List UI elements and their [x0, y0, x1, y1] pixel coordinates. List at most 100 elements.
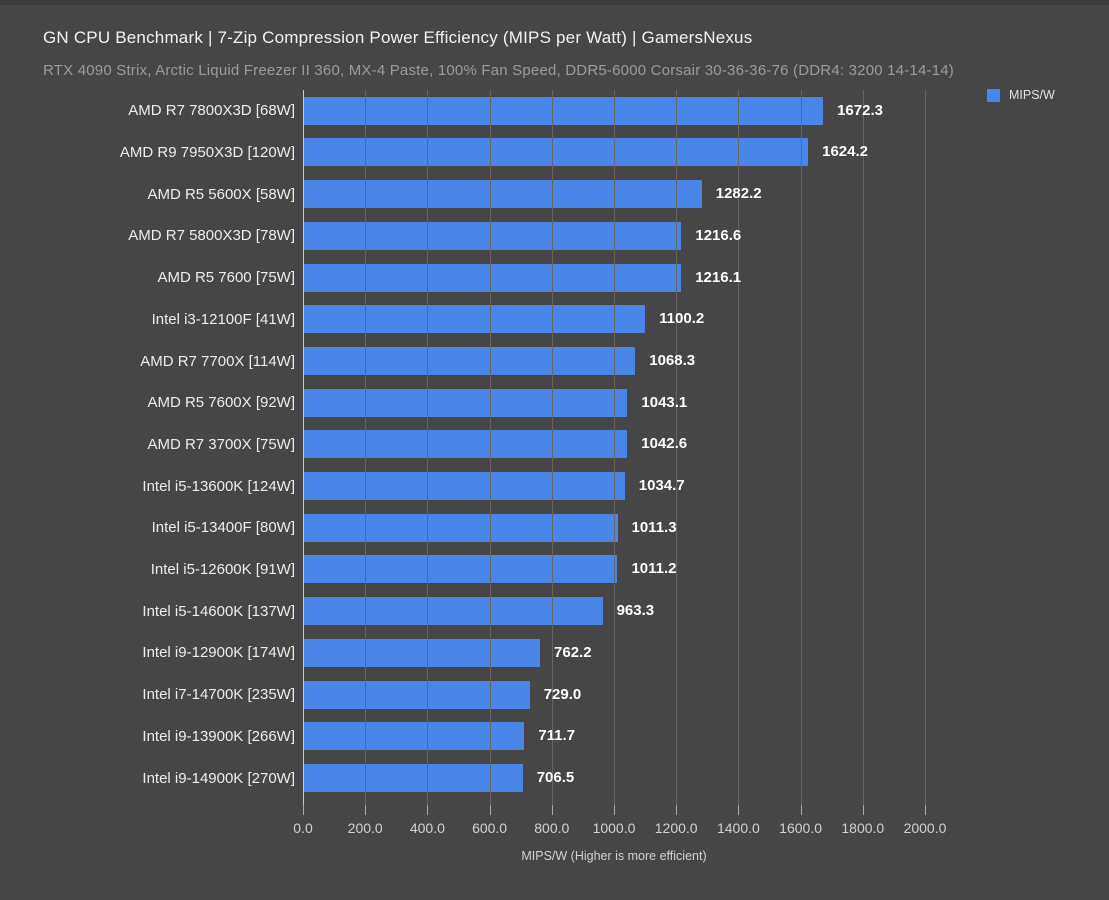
bar: [303, 513, 618, 542]
x-tick-label: 400.0: [409, 820, 445, 836]
category-label: AMD R5 5600X [58W]: [147, 185, 295, 203]
bar: [303, 472, 625, 501]
x-axis-title: MIPS/W (Higher is more efficient): [521, 849, 707, 863]
bar: [303, 555, 618, 584]
value-label: 762.2: [554, 643, 592, 661]
value-label: 963.3: [616, 602, 655, 620]
bar-row: 1034.7: [303, 465, 1035, 507]
gridline: [427, 90, 429, 805]
bar-row: 729.0: [303, 674, 1035, 716]
legend-swatch-icon: [987, 88, 1000, 102]
legend-label: MIPS/W: [1009, 88, 1055, 102]
category-label: Intel i5-12600K [91W]: [150, 561, 295, 579]
chart-subtitle: RTX 4090 Strix, Arctic Liquid Freezer II…: [43, 62, 954, 79]
value-label: 729.0: [543, 685, 582, 703]
value-label: 706.5: [536, 768, 575, 786]
x-tick-mark: [800, 805, 802, 815]
gridline: [551, 90, 553, 805]
gridline: [925, 90, 926, 805]
bar: [303, 263, 682, 292]
category-label: AMD R5 7600 [75W]: [157, 269, 295, 287]
category-label: AMD R7 7700X [114W]: [140, 352, 295, 370]
x-tick-label: 1200.0: [654, 820, 698, 836]
category-label: AMD R7 7800X3D [68W]: [128, 102, 295, 120]
gridline: [800, 90, 802, 805]
x-tick-mark: [365, 805, 367, 815]
bar: [303, 430, 628, 459]
x-tick-mark: [925, 805, 926, 815]
bar-row: 1100.2: [303, 299, 1035, 341]
category-label: AMD R7 5800X3D [78W]: [128, 227, 295, 245]
bar-row: 1042.6: [303, 424, 1035, 466]
bar: [303, 305, 646, 334]
x-tick-mark: [551, 805, 553, 815]
x-tick-label: 1000.0: [592, 820, 636, 836]
bar: [303, 638, 541, 667]
category-label: Intel i9-14900K [270W]: [142, 769, 295, 787]
x-tick-label: 1600.0: [779, 820, 822, 836]
value-label: 1282.2: [715, 185, 762, 203]
bar: [303, 221, 682, 250]
category-label: Intel i9-13900K [266W]: [142, 727, 295, 745]
gridline: [489, 90, 491, 805]
value-label: 1034.7: [638, 477, 685, 495]
x-tick-label: 0.0: [293, 820, 313, 836]
bar: [303, 346, 636, 375]
legend: MIPS/W: [987, 88, 1055, 102]
bar-row: 1672.3: [303, 90, 1035, 132]
x-tick-label: 600.0: [472, 820, 508, 836]
bar: [303, 96, 824, 125]
gridline: [676, 90, 678, 805]
value-label: 1011.3: [631, 518, 677, 536]
x-tick-mark: [303, 805, 304, 815]
bar: [303, 180, 702, 209]
value-label: 1068.3: [649, 351, 696, 369]
bar-row: 1043.1: [303, 382, 1035, 424]
bar-row: 711.7: [303, 716, 1035, 758]
bar-row: 706.5: [303, 757, 1035, 799]
y-axis-line: [303, 90, 304, 805]
category-label: Intel i5-13600K [124W]: [142, 477, 295, 495]
bar-row: 1624.2: [303, 132, 1035, 174]
value-label: 711.7: [538, 727, 576, 745]
value-label: 1100.2: [659, 310, 705, 328]
bar: [303, 388, 628, 417]
value-label: 1216.6: [695, 226, 742, 244]
x-tick-label: 1400.0: [716, 820, 760, 836]
bar: [303, 763, 523, 792]
bar-row: 762.2: [303, 632, 1035, 674]
bar: [303, 138, 809, 167]
value-label: 1624.2: [822, 143, 869, 161]
x-tick-mark: [614, 805, 615, 815]
bar: [303, 680, 530, 709]
gridline: [365, 90, 367, 805]
category-label: AMD R9 7950X3D [120W]: [119, 144, 295, 162]
category-label: Intel i7-14700K [235W]: [142, 686, 295, 704]
gridline: [614, 90, 615, 805]
value-label: 1672.3: [837, 101, 883, 119]
gridline: [862, 90, 864, 805]
x-tick-mark: [738, 805, 740, 815]
x-tick-mark: [676, 805, 678, 815]
bar: [303, 722, 525, 751]
bar-row: 1011.2: [303, 549, 1035, 591]
x-tick-mark: [862, 805, 864, 815]
category-label: AMD R7 3700X [75W]: [147, 435, 295, 453]
x-tick-mark: [489, 805, 491, 815]
x-tick-label: 800.0: [534, 820, 570, 836]
category-label: Intel i9-12900K [174W]: [142, 644, 295, 662]
category-labels-column: AMD R7 7800X3D [68W] AMD R9 7950X3D [120W…: [0, 90, 295, 805]
bar-row: 1068.3: [303, 340, 1035, 382]
plot-area: 1672.3 1624.2 1282.2 1216.6 1216.1 1100.2 1068…: [303, 90, 1035, 805]
top-strip: [0, 0, 1109, 5]
bar: [303, 597, 603, 626]
bar-row: 1282.2: [303, 173, 1035, 215]
x-tick-mark: [427, 805, 429, 815]
chart-title: GN CPU Benchmark | 7-Zip Compression Pow…: [43, 28, 753, 47]
category-label: Intel i3-12100F [41W]: [151, 310, 295, 328]
category-label: Intel i5-14600K [137W]: [142, 602, 295, 620]
category-label: AMD R5 7600X [92W]: [147, 394, 295, 412]
category-label: Intel i5-13400F [80W]: [151, 519, 295, 537]
value-label: 1216.1: [695, 268, 742, 286]
